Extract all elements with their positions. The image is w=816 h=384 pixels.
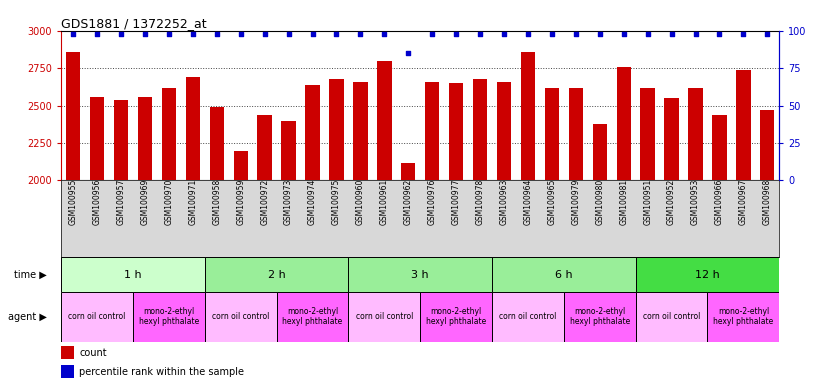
Bar	[282, 121, 295, 180]
Point	[91, 31, 104, 37]
Point	[617, 31, 630, 37]
Bar	[258, 114, 272, 180]
Point	[211, 31, 224, 37]
Point	[186, 31, 199, 37]
Text: 6 h: 6 h	[555, 270, 573, 280]
Bar	[449, 83, 463, 180]
Bar	[564, 292, 636, 342]
Bar	[592, 124, 607, 180]
Bar	[521, 53, 535, 180]
Point	[665, 31, 678, 37]
Point	[641, 31, 654, 37]
Point	[282, 31, 295, 37]
Bar	[641, 88, 654, 180]
Bar	[277, 292, 348, 342]
Bar	[330, 79, 344, 180]
Text: 3 h: 3 h	[411, 270, 429, 280]
Point	[306, 31, 319, 37]
Bar	[377, 61, 392, 180]
Bar	[401, 162, 415, 180]
Bar	[348, 292, 420, 342]
Bar	[473, 79, 487, 180]
Point	[258, 31, 271, 37]
Bar	[205, 257, 348, 292]
Bar	[617, 67, 631, 180]
Bar	[492, 292, 564, 342]
Text: corn oil control: corn oil control	[356, 312, 413, 321]
Point	[330, 31, 343, 37]
Bar	[712, 114, 726, 180]
Bar	[636, 292, 707, 342]
Bar	[114, 99, 128, 180]
Text: 1 h: 1 h	[124, 270, 142, 280]
Text: corn oil control: corn oil control	[212, 312, 269, 321]
Bar	[305, 84, 320, 180]
Bar	[497, 82, 511, 180]
Point	[473, 31, 486, 37]
Point	[378, 31, 391, 37]
Bar	[210, 107, 224, 180]
Point	[114, 31, 127, 37]
Bar	[707, 292, 779, 342]
Bar	[205, 292, 277, 342]
Point	[426, 31, 439, 37]
Point	[545, 31, 558, 37]
Bar	[492, 257, 636, 292]
Point	[521, 31, 534, 37]
Bar	[162, 88, 176, 180]
Bar	[90, 97, 104, 180]
Bar	[61, 257, 205, 292]
Text: time ▶: time ▶	[14, 270, 47, 280]
Point	[162, 31, 175, 37]
Point	[593, 31, 606, 37]
Bar	[61, 292, 133, 342]
Point	[737, 31, 750, 37]
Point	[570, 31, 583, 37]
Bar	[233, 151, 248, 180]
Point	[401, 50, 415, 56]
Bar	[761, 110, 774, 180]
Bar	[545, 88, 559, 180]
Point	[498, 31, 511, 37]
Bar	[636, 257, 779, 292]
Text: corn oil control: corn oil control	[69, 312, 126, 321]
Text: corn oil control: corn oil control	[499, 312, 557, 321]
Point	[689, 31, 702, 37]
Bar	[61, 346, 74, 359]
Bar	[138, 97, 152, 180]
Bar	[348, 257, 492, 292]
Text: 12 h: 12 h	[695, 270, 720, 280]
Bar	[133, 292, 205, 342]
Bar	[569, 88, 583, 180]
Bar	[61, 365, 74, 378]
Text: mono-2-ethyl
hexyl phthalate: mono-2-ethyl hexyl phthalate	[713, 307, 774, 326]
Point	[354, 31, 367, 37]
Text: mono-2-ethyl
hexyl phthalate: mono-2-ethyl hexyl phthalate	[139, 307, 199, 326]
Text: mono-2-ethyl
hexyl phthalate: mono-2-ethyl hexyl phthalate	[282, 307, 343, 326]
Point	[761, 31, 774, 37]
Text: 2 h: 2 h	[268, 270, 286, 280]
Bar	[736, 70, 751, 180]
Point	[139, 31, 152, 37]
Bar	[353, 82, 367, 180]
Bar	[689, 88, 703, 180]
Text: mono-2-ethyl
hexyl phthalate: mono-2-ethyl hexyl phthalate	[426, 307, 486, 326]
Bar	[425, 82, 439, 180]
Text: GDS1881 / 1372252_at: GDS1881 / 1372252_at	[61, 17, 206, 30]
Point	[713, 31, 726, 37]
Text: agent ▶: agent ▶	[8, 312, 47, 322]
Bar	[420, 292, 492, 342]
Point	[67, 31, 80, 37]
Point	[450, 31, 463, 37]
Bar	[186, 77, 200, 180]
Text: mono-2-ethyl
hexyl phthalate: mono-2-ethyl hexyl phthalate	[570, 307, 630, 326]
Bar	[664, 98, 679, 180]
Text: corn oil control: corn oil control	[643, 312, 700, 321]
Point	[234, 31, 247, 37]
Text: count: count	[79, 348, 107, 358]
Text: percentile rank within the sample: percentile rank within the sample	[79, 367, 244, 377]
Bar	[66, 52, 80, 180]
